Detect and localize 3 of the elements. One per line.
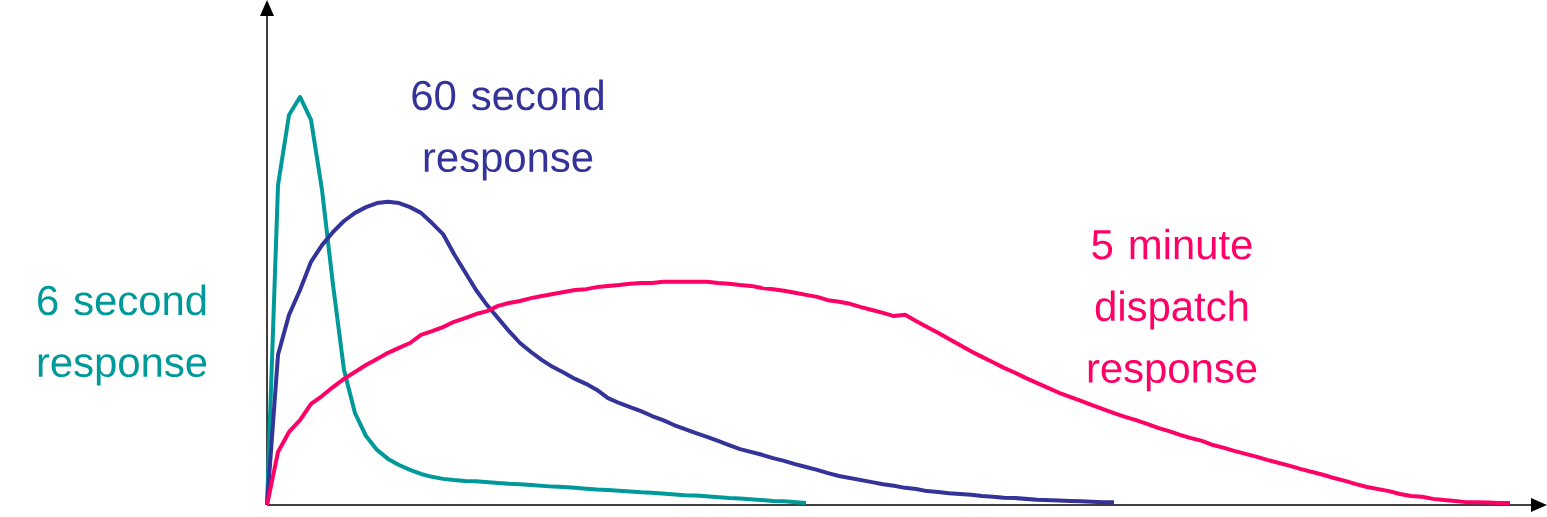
series-label: 60 second response	[412, 79, 603, 181]
series-label: 6 second response	[38, 284, 207, 386]
series-label: 5 minute dispatch response	[1088, 228, 1257, 392]
